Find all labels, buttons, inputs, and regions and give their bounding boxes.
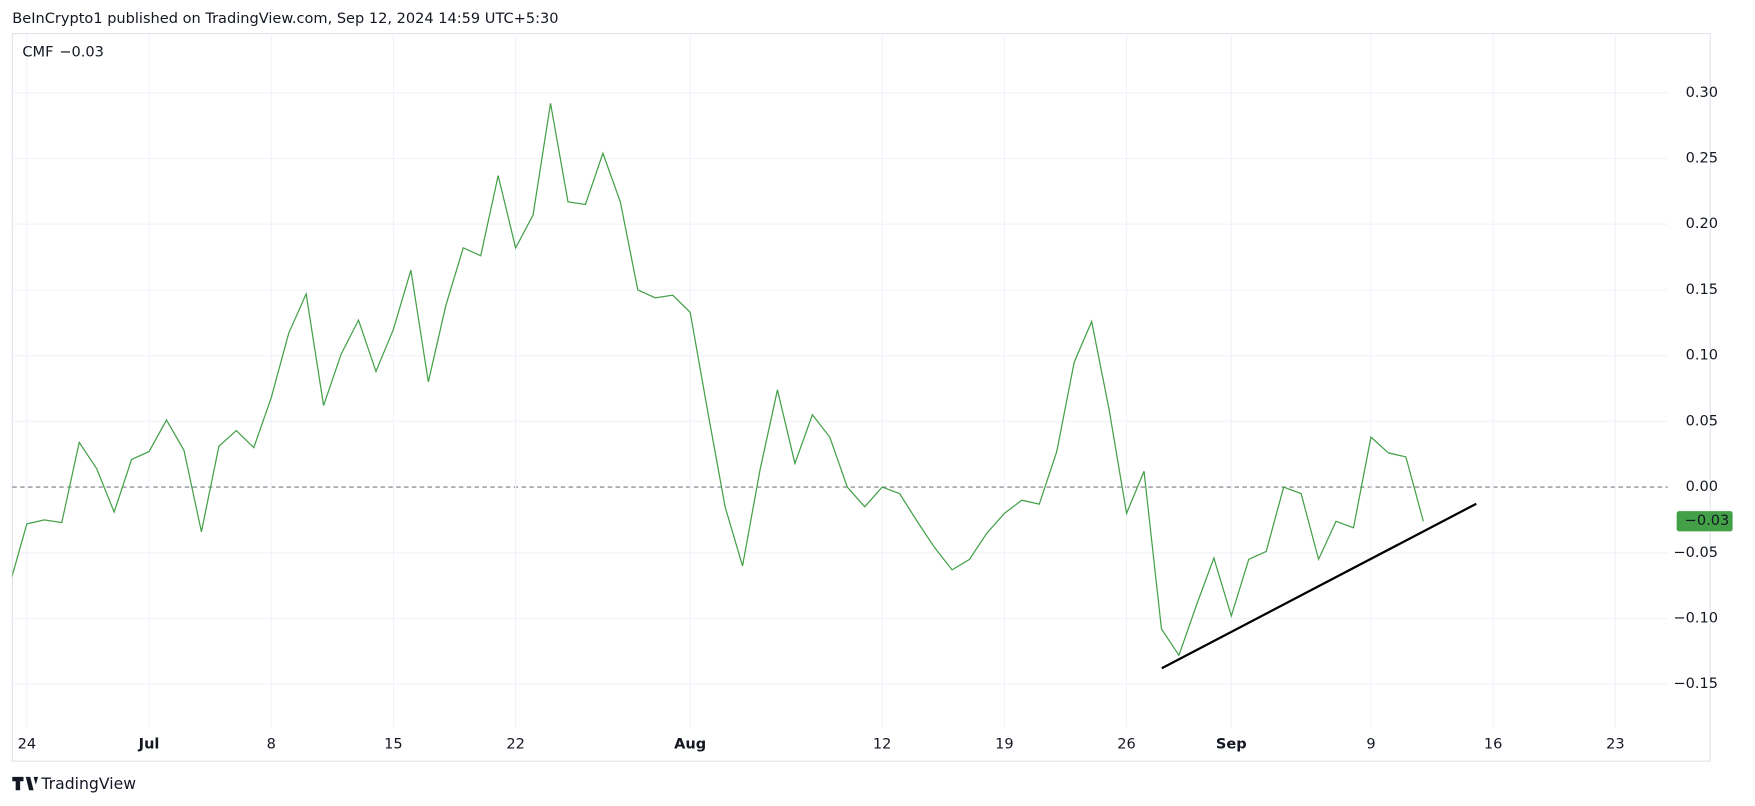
y-tick-label: 0.00 (1686, 478, 1718, 495)
x-tick-label: 15 (384, 735, 403, 752)
legend-name: CMF (22, 44, 53, 61)
y-tick-label: −0.05 (1673, 544, 1718, 561)
cmf-line (12, 103, 1424, 657)
x-tick-label: 9 (1366, 735, 1375, 752)
x-tick-label: 16 (1484, 735, 1503, 752)
x-tick-label: 26 (1117, 735, 1136, 752)
x-tick-label: Jul (138, 735, 160, 752)
plot (12, 103, 1424, 657)
x-tick-label: 12 (873, 735, 892, 752)
axes: −0.15 −0.10 −0.05 0.00 0.05 0.10 0.15 0.20 0.25 0… (18, 84, 1733, 752)
x-tick-label: 24 (18, 735, 37, 752)
x-tick-label: 8 (267, 735, 276, 752)
x-tick-label: Aug (674, 735, 706, 752)
y-tick-label: 0.10 (1686, 347, 1718, 364)
grid (12, 33, 1668, 728)
x-tick-label: 22 (506, 735, 525, 752)
footer-logo (12, 776, 39, 791)
y-tick-label: −0.10 (1673, 609, 1718, 626)
trend-line (1161, 502, 1477, 670)
footer-brand: TradingView (40, 774, 136, 793)
y-tick-label: 0.05 (1686, 412, 1718, 429)
legend-value: −0.03 (59, 44, 104, 61)
y-tick-label: 0.25 (1686, 150, 1718, 167)
x-tick-label: 23 (1606, 735, 1625, 752)
last-value-label: −0.03 (1685, 512, 1730, 529)
y-tick-label: 0.20 (1686, 215, 1718, 232)
plot-frame (11, 33, 1711, 762)
header: BeInCrypto1 published on TradingView.com… (12, 10, 558, 27)
last-value-tag (1676, 511, 1733, 532)
y-tick-label: 0.15 (1686, 281, 1718, 298)
x-tick-label: Sep (1216, 735, 1247, 752)
y-tick-label: −0.15 (1673, 675, 1718, 692)
y-tick-label: 0.30 (1686, 84, 1718, 101)
x-tick-label: 19 (995, 735, 1014, 752)
